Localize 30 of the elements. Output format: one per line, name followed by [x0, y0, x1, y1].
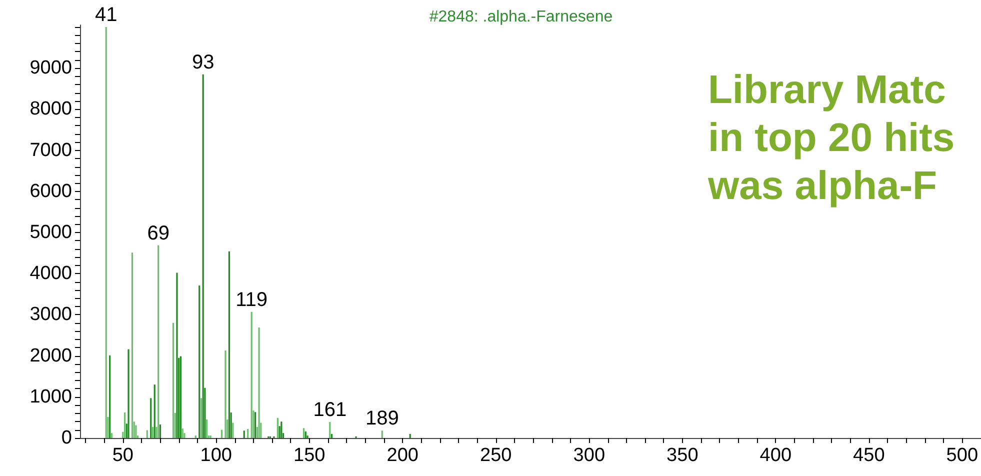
y-tick-label: 3000	[30, 304, 72, 326]
x-tick-label: 100	[200, 445, 232, 466]
y-tick-label: 0	[61, 428, 72, 448]
x-tick-label: 350	[666, 445, 698, 466]
annotation: was alpha-F	[708, 163, 938, 210]
x-tick-label: 500	[946, 445, 978, 466]
y-tick-label: 1000	[30, 386, 72, 408]
x-tick-label: 150	[294, 445, 326, 466]
x-tick-label: 200	[386, 445, 418, 466]
x-tick-label: 400	[760, 445, 792, 466]
annotation: 161	[313, 398, 347, 421]
y-tick-label: 6000	[30, 180, 72, 202]
annotation: 41	[94, 4, 118, 26]
y-tick-label: 5000	[30, 222, 72, 244]
x-tick-label: 250	[480, 445, 512, 466]
annotation: Library Matc	[708, 67, 947, 114]
y-tick-label: 8000	[30, 98, 72, 120]
x-tick-label: 50	[112, 445, 134, 466]
y-tick-label: 9000	[30, 58, 72, 79]
annotation: 69	[147, 222, 170, 244]
x-tick-label: 450	[853, 445, 885, 466]
y-tick-label: 7000	[30, 140, 72, 161]
y-tick-label: 2000	[30, 345, 72, 366]
annotation: 93	[192, 51, 214, 74]
annotation: 189	[365, 408, 399, 430]
chart-title: #2848: .alpha.-Farnesene	[429, 8, 613, 26]
y-tick-label: 4000	[30, 263, 72, 284]
annotation: in top 20 hits	[708, 115, 955, 162]
x-tick-label: 300	[573, 445, 605, 466]
annotation: 119	[236, 288, 268, 311]
